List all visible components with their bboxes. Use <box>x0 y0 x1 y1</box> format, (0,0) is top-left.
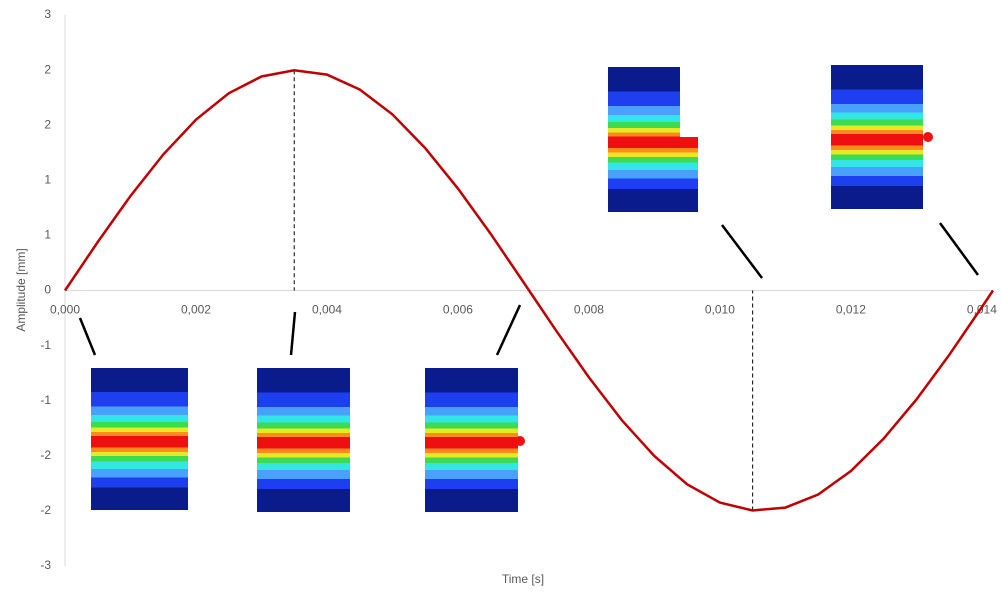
y-tick-label: 2 <box>44 62 51 76</box>
x-tick-label: 0,008 <box>574 303 604 317</box>
x-tick-label: 0,000 <box>50 303 80 317</box>
x-tick-label: 0,012 <box>836 303 866 317</box>
connector <box>80 318 95 355</box>
fea-inset <box>91 368 188 510</box>
y-tick-label: 0 <box>44 283 51 297</box>
y-tick-label: 1 <box>44 228 51 242</box>
fea-inset <box>831 65 923 209</box>
y-tick-label: -1 <box>40 393 51 407</box>
connector <box>722 225 762 278</box>
x-tick-label: 0,010 <box>705 303 735 317</box>
y-tick-label: -2 <box>40 448 51 462</box>
y-tick-label: 2 <box>44 117 51 131</box>
fea-inset <box>257 368 350 512</box>
x-axis-title: Time [s] <box>502 572 544 586</box>
fea-inset <box>425 368 518 512</box>
x-tick-label: 0,002 <box>181 303 211 317</box>
connector <box>940 223 978 275</box>
fea-mask <box>680 67 700 137</box>
x-tick-label: 0,004 <box>312 303 342 317</box>
y-tick-label: -1 <box>40 338 51 352</box>
fea-bulge <box>923 132 933 142</box>
connector <box>497 305 520 355</box>
y-tick-label: -2 <box>40 503 51 517</box>
chart: Time [s] Amplitude [mm] 3 2 2 1 1 0 -1 -1 -2 -2 -3… <box>0 0 1002 592</box>
connector <box>291 312 295 355</box>
y-tick-label: -3 <box>40 558 51 572</box>
y-tick-label: 1 <box>44 172 51 186</box>
y-axis-title: Amplitude [mm] <box>14 248 28 331</box>
fea-bulge <box>515 436 525 446</box>
x-tick-label: 0,006 <box>443 303 473 317</box>
y-tick-label: 3 <box>44 7 51 21</box>
